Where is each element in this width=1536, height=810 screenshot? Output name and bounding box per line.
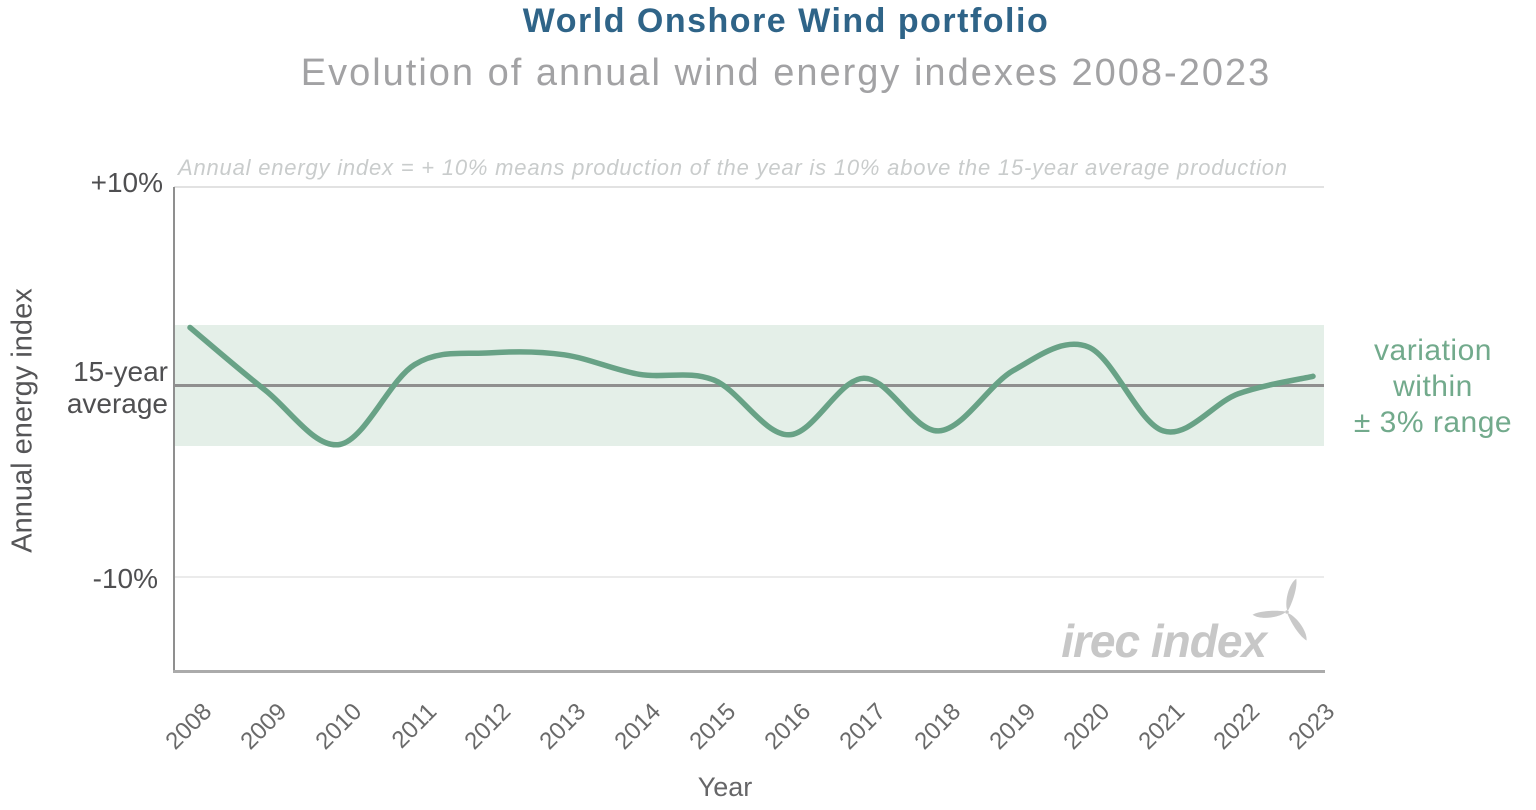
x-tick-label-2015: 2015 xyxy=(684,698,742,755)
x-tick-label-2016: 2016 xyxy=(759,698,817,755)
gridline-plus10 xyxy=(174,186,1324,188)
x-tick-label-2017: 2017 xyxy=(834,698,891,755)
x-tick-label-2022: 2022 xyxy=(1208,698,1266,755)
y-tick-average: 15-year average xyxy=(8,356,168,420)
x-tick-label-2019: 2019 xyxy=(983,698,1041,755)
x-tick-label-2021: 2021 xyxy=(1133,698,1191,755)
x-tick-label-2008: 2008 xyxy=(160,698,218,755)
y-axis-spine xyxy=(173,187,175,672)
x-axis-title: Year xyxy=(697,772,753,802)
band-range-label-line2: within xyxy=(1393,370,1473,403)
x-tick-label-2018: 2018 xyxy=(909,698,966,755)
x-tick-label-2009: 2009 xyxy=(235,698,293,755)
x-tick-label-2014: 2014 xyxy=(609,698,667,755)
gridline-minus10 xyxy=(174,576,1324,578)
irec-index-logo-text: irec index xyxy=(1061,615,1267,667)
band-range-label-line3: ± 3% range xyxy=(1353,406,1513,439)
page-subtitle: Evolution of annual wind energy indexes … xyxy=(300,52,1272,94)
x-tick-label-2023: 2023 xyxy=(1283,698,1341,755)
x-tick-label-2012: 2012 xyxy=(459,698,517,755)
band-range-label: variation within ± 3% range xyxy=(1332,333,1534,441)
y-tick-average-line1: 15-year xyxy=(73,356,168,387)
x-tick-label-2010: 2010 xyxy=(310,698,367,755)
y-tick-minus10: -10% xyxy=(92,563,158,594)
x-axis-spine xyxy=(173,670,1325,673)
y-tick-average-line2: average xyxy=(66,388,168,419)
y-tick-plus10: +10% xyxy=(90,167,163,198)
x-tick-label-2011: 2011 xyxy=(386,698,442,754)
index-definition-note: Annual energy index = + 10% means produc… xyxy=(178,155,1288,180)
band-range-label-line1: variation xyxy=(1374,334,1492,367)
x-tick-label-2020: 2020 xyxy=(1058,698,1116,755)
average-reference-line xyxy=(174,384,1324,387)
x-tick-label-2013: 2013 xyxy=(534,698,592,755)
y-axis-title: Annual energy index xyxy=(6,288,39,553)
page-title: World Onshore Wind portfolio xyxy=(522,2,1050,40)
